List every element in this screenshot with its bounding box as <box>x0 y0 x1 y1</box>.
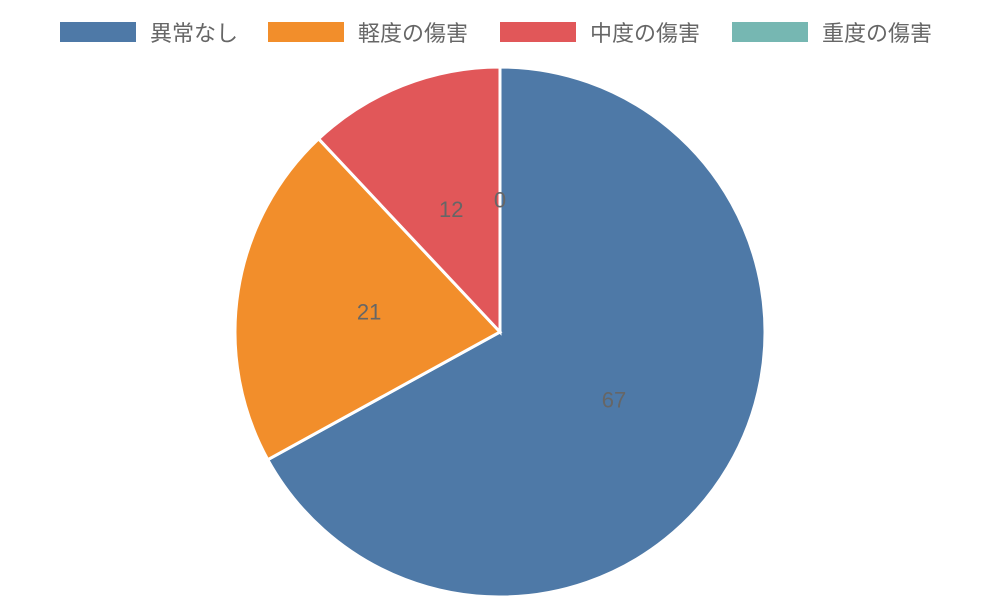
pie-slice-2[interactable] <box>316 65 502 336</box>
legend-label: 重度の傷害 <box>822 22 933 47</box>
legend-item-none[interactable]: 異常なし <box>60 18 239 47</box>
legend-item-severe[interactable]: 重度の傷害 <box>732 18 933 47</box>
legend-swatch <box>60 22 136 42</box>
data-label: 0 <box>494 188 506 213</box>
data-label: 21 <box>357 299 381 324</box>
data-label: 12 <box>439 197 463 222</box>
legend-label: 異常なし <box>150 22 239 47</box>
legend-swatch <box>732 22 808 42</box>
legend-label: 軽度の傷害 <box>358 22 469 47</box>
legend-label: 中度の傷害 <box>590 22 701 47</box>
legend-item-moderate[interactable]: 中度の傷害 <box>500 18 701 47</box>
pie-slice-0[interactable] <box>265 65 767 599</box>
data-label: 67 <box>602 387 626 412</box>
pie-slice-1[interactable] <box>233 136 503 462</box>
legend-item-minor[interactable]: 軽度の傷害 <box>268 18 469 47</box>
legend-swatch <box>500 22 576 42</box>
legend-swatch <box>268 22 344 42</box>
